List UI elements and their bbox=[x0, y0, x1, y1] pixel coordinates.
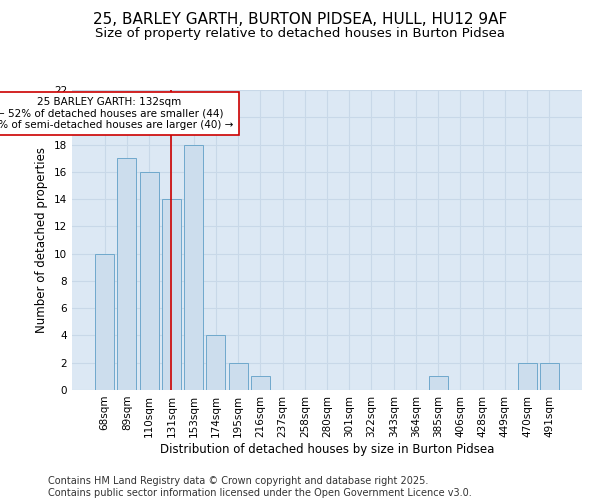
Bar bbox=[229, 362, 248, 390]
Bar bbox=[140, 172, 158, 390]
Text: 25, BARLEY GARTH, BURTON PIDSEA, HULL, HU12 9AF: 25, BARLEY GARTH, BURTON PIDSEA, HULL, H… bbox=[93, 12, 507, 28]
Bar bbox=[206, 336, 225, 390]
Bar bbox=[429, 376, 448, 390]
Text: 25 BARLEY GARTH: 132sqm
← 52% of detached houses are smaller (44)
48% of semi-de: 25 BARLEY GARTH: 132sqm ← 52% of detache… bbox=[0, 97, 234, 130]
Bar bbox=[540, 362, 559, 390]
Bar bbox=[184, 144, 203, 390]
Text: Contains HM Land Registry data © Crown copyright and database right 2025.
Contai: Contains HM Land Registry data © Crown c… bbox=[48, 476, 472, 498]
X-axis label: Distribution of detached houses by size in Burton Pidsea: Distribution of detached houses by size … bbox=[160, 442, 494, 456]
Bar bbox=[518, 362, 536, 390]
Bar bbox=[251, 376, 270, 390]
Bar bbox=[118, 158, 136, 390]
Y-axis label: Number of detached properties: Number of detached properties bbox=[35, 147, 49, 333]
Text: Size of property relative to detached houses in Burton Pidsea: Size of property relative to detached ho… bbox=[95, 28, 505, 40]
Bar bbox=[162, 199, 181, 390]
Bar bbox=[95, 254, 114, 390]
